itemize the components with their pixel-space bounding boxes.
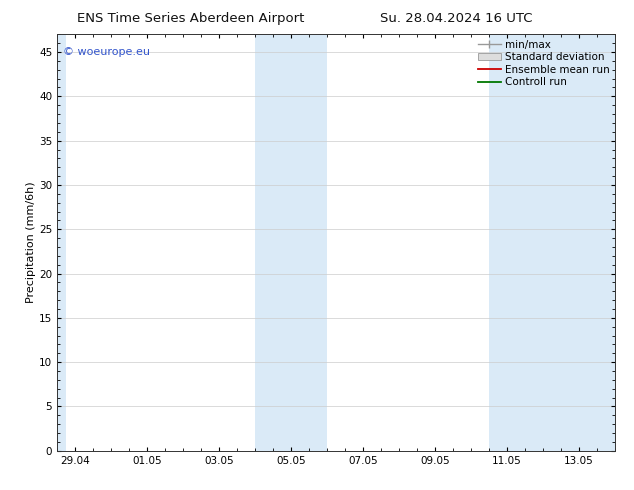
Bar: [255, 34, 327, 451]
Text: Su. 28.04.2024 16 UTC: Su. 28.04.2024 16 UTC: [380, 12, 533, 25]
Text: © woeurope.eu: © woeurope.eu: [63, 47, 150, 57]
Text: ENS Time Series Aberdeen Airport: ENS Time Series Aberdeen Airport: [77, 12, 304, 25]
Bar: [489, 34, 615, 451]
Bar: [57, 34, 66, 451]
Y-axis label: Precipitation (mm/6h): Precipitation (mm/6h): [26, 182, 36, 303]
Legend: min/max, Standard deviation, Ensemble mean run, Controll run: min/max, Standard deviation, Ensemble me…: [478, 40, 610, 87]
